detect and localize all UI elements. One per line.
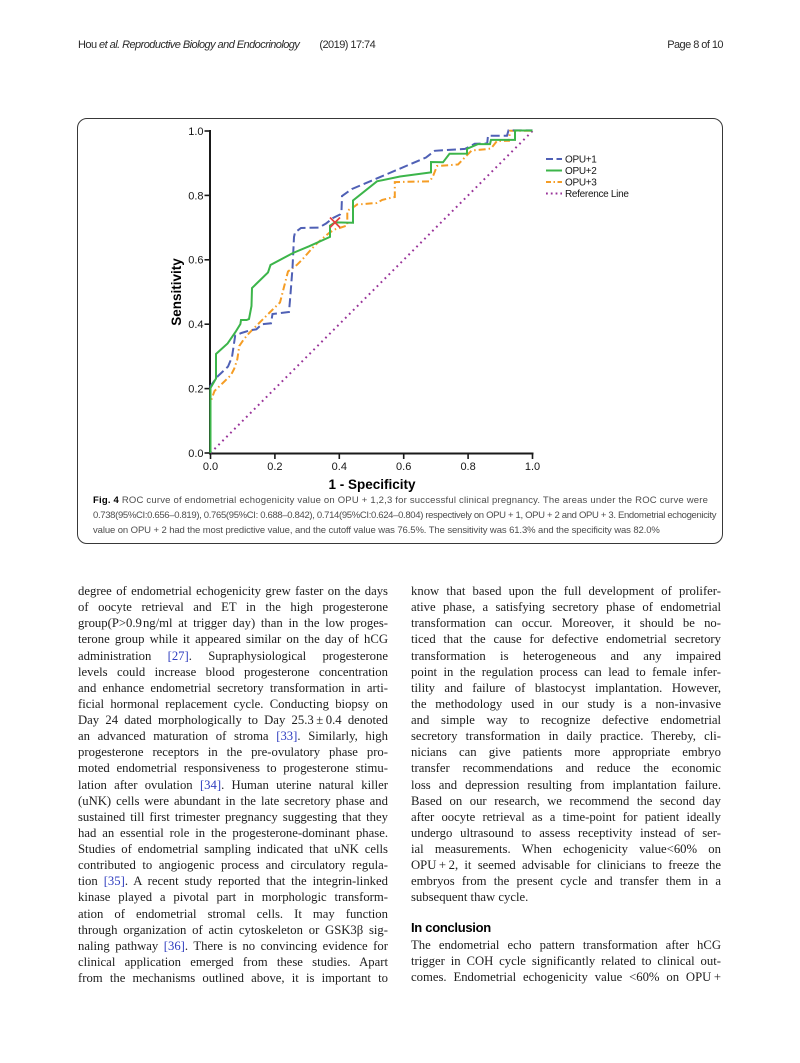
- svg-text:0.6: 0.6: [396, 461, 411, 473]
- svg-text:0.4: 0.4: [332, 461, 347, 473]
- svg-text:0.2: 0.2: [267, 461, 282, 473]
- svg-text:1 - Specificity: 1 - Specificity: [328, 477, 416, 492]
- svg-text:0.4: 0.4: [188, 319, 203, 331]
- svg-text:1.0: 1.0: [525, 461, 540, 473]
- svg-text:1.0: 1.0: [188, 126, 203, 138]
- svg-text:OPU+1: OPU+1: [565, 155, 597, 166]
- svg-text:Sensitivity: Sensitivity: [169, 258, 184, 326]
- svg-text:0.8: 0.8: [188, 190, 203, 202]
- svg-text:Reference Line: Reference Line: [565, 189, 629, 200]
- svg-text:0.8: 0.8: [460, 461, 475, 473]
- svg-text:0.2: 0.2: [188, 384, 203, 396]
- svg-text:OPU+2: OPU+2: [565, 166, 597, 177]
- svg-text:0.0: 0.0: [203, 461, 218, 473]
- svg-text:OPU+3: OPU+3: [565, 178, 597, 189]
- svg-text:0.6: 0.6: [188, 255, 203, 267]
- svg-text:0.0: 0.0: [188, 448, 203, 460]
